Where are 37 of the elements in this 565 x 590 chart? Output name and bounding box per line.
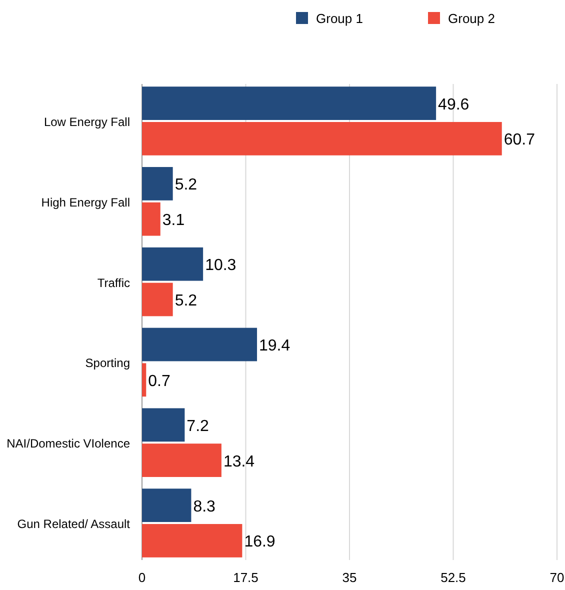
bar bbox=[142, 86, 436, 120]
y-tick-label: Low Energy Fall bbox=[44, 114, 130, 129]
data-label: 7.2 bbox=[186, 418, 210, 435]
bar bbox=[142, 488, 192, 522]
bar bbox=[142, 444, 222, 477]
y-tick-label: Sporting bbox=[85, 356, 130, 370]
data-label: 13.4 bbox=[223, 453, 255, 470]
bar bbox=[142, 282, 173, 316]
data-label: 0.7 bbox=[148, 372, 170, 390]
data-label: 5.2 bbox=[174, 292, 198, 310]
y-tick-label: Traffic bbox=[97, 276, 130, 290]
x-tick-label: 0 bbox=[138, 570, 146, 585]
data-label: 5.2 bbox=[174, 176, 198, 194]
bar bbox=[142, 167, 173, 200]
bar bbox=[142, 122, 502, 156]
data-label: 10.3 bbox=[205, 257, 236, 274]
x-tick-label: 35 bbox=[342, 570, 357, 585]
bar bbox=[142, 202, 160, 236]
y-tick-label: NAI/Domestic VIolence bbox=[6, 436, 130, 451]
bar bbox=[142, 524, 242, 558]
bar bbox=[142, 247, 204, 281]
legend-label: Group 2 bbox=[448, 11, 495, 26]
data-label: 16.9 bbox=[244, 534, 276, 551]
y-tick-label: High Energy Fall bbox=[41, 195, 130, 210]
data-label: 8.3 bbox=[193, 498, 216, 516]
data-label: 19.4 bbox=[259, 338, 290, 355]
bar bbox=[142, 328, 258, 362]
data-label: 60.7 bbox=[504, 132, 536, 149]
data-label: 49.6 bbox=[438, 96, 470, 114]
x-tick-label: 70 bbox=[550, 570, 564, 585]
y-tick-label: Gun Related/ Assault bbox=[17, 517, 131, 532]
bar bbox=[142, 363, 146, 397]
data-label: 3.1 bbox=[162, 212, 185, 230]
x-tick-label: 52.5 bbox=[440, 570, 466, 585]
legend-label: Group 1 bbox=[316, 11, 363, 26]
x-tick-label: 17.5 bbox=[233, 570, 258, 585]
bar bbox=[142, 408, 185, 442]
